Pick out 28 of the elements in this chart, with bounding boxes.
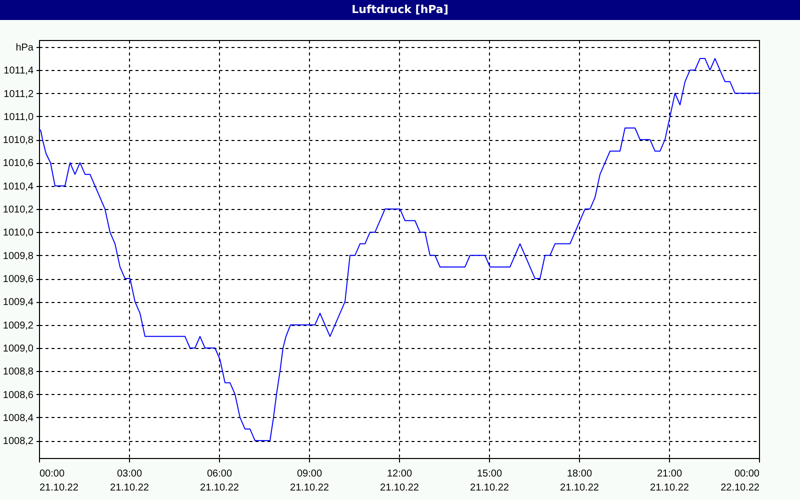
y-tick-label: hPa [16, 42, 34, 54]
y-tick-label: 1008,6 [2, 390, 34, 401]
x-tick-label: 00:00 21.10.22 [40, 468, 79, 494]
y-tick-label: 1008,8 [2, 366, 34, 378]
y-tick-label: 1011,2 [4, 88, 34, 100]
y-tick-label: 1009,8 [2, 250, 34, 262]
y-tick-label: 1011,0 [4, 112, 34, 123]
y-tick-label: 1010,8 [2, 135, 34, 146]
y-tick-label: 1009,6 [2, 274, 34, 286]
y-tick-label: 1009,2 [2, 320, 34, 332]
y-tick-label: 1008,2 [2, 436, 34, 448]
chart-title: Luftdruck [hPa] [0, 0, 800, 20]
y-tick-label: 1010,2 [2, 204, 34, 216]
x-tick-label: 18:00 21.10.22 [560, 468, 600, 494]
x-tick-label: 15:00 21.10.22 [470, 468, 510, 494]
y-tick-label: 1009,4 [2, 297, 34, 308]
y-tick-label: 1010,6 [2, 158, 34, 170]
x-tick-label: 12:00 21.10.22 [380, 468, 420, 494]
y-tick-label: 1008,4 [2, 412, 34, 424]
y-tick-label: 1011,4 [4, 66, 34, 77]
x-tick-label: 09:00 21.10.22 [290, 468, 330, 494]
y-tick-label: 1009,0 [2, 344, 34, 354]
x-tick-label: 21:00 21.10.22 [650, 468, 690, 494]
y-tick-label: 1010,4 [2, 181, 34, 192]
x-tick-label: 06:00 21.10.22 [200, 468, 240, 494]
x-tick-label: 03:00 21.10.22 [110, 468, 150, 494]
y-tick-label: 1010,0 [2, 228, 34, 239]
x-tick-label: 00:00 22.10.22 [720, 468, 760, 494]
